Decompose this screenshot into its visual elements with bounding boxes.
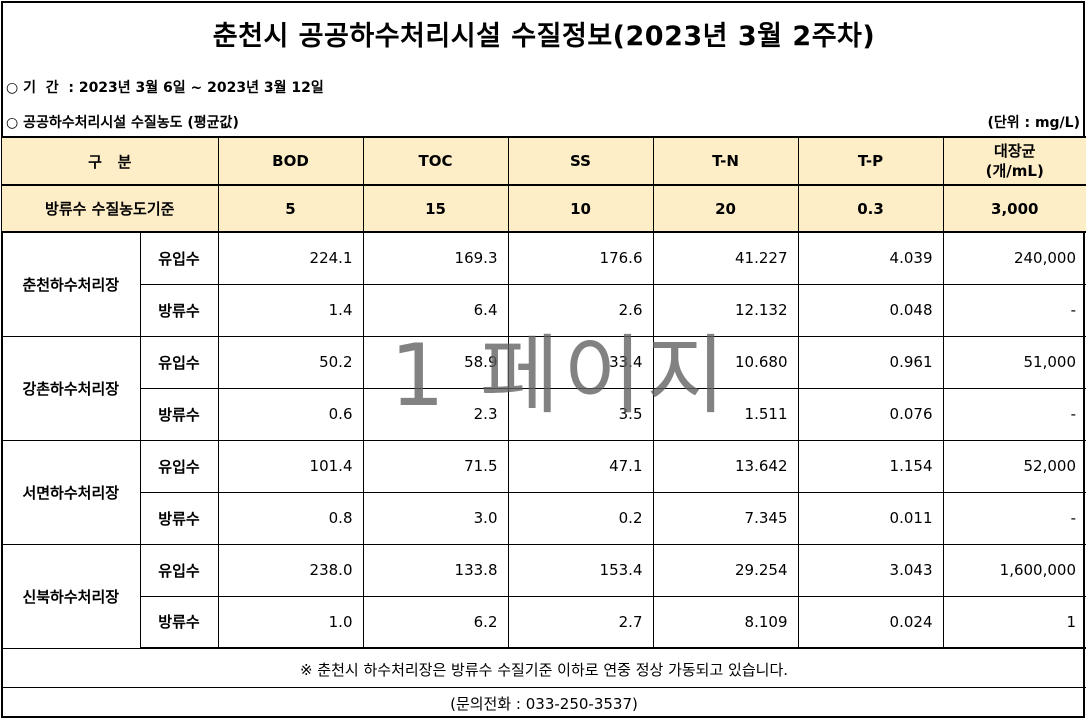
value-tn: 29.254 (652, 543, 799, 597)
value-bod: 1.0 (217, 595, 364, 649)
header-division: 구 분 (2, 136, 219, 186)
standard-tn: 20 (652, 184, 799, 233)
value-tn: 13.642 (652, 439, 799, 493)
standard-tp: 0.3 (797, 184, 944, 233)
value-ss: 153.4 (507, 543, 654, 597)
water-kind: 유입수 (139, 439, 219, 493)
section-line: ○ 공공하수처리시설 수질농도 (평균값) (6, 112, 239, 132)
period-bullet: ○ (6, 80, 19, 96)
value-bod: 0.6 (217, 387, 364, 441)
value-coliform: - (942, 283, 1086, 337)
water-kind: 유입수 (139, 335, 219, 389)
standard-bod: 5 (217, 184, 364, 233)
value-tn: 10.680 (652, 335, 799, 389)
value-tp: 4.039 (797, 231, 944, 285)
table-row: 방류수 0.6 2.3 3.5 1.511 0.076- (2, 387, 1086, 441)
standard-label: 방류수 수질농도기준 (2, 184, 219, 233)
standard-row: 방류수 수질농도기준 5 15 10 20 0.3 3,000 (2, 184, 1086, 233)
table-row: 방류수 0.8 3.0 0.2 7.345 0.011- (2, 491, 1086, 545)
period-line: ○ 기 간 : 2023년 3월 6일 ~ 2023년 3월 12일 (6, 77, 324, 97)
value-toc: 58.9 (362, 335, 509, 389)
standard-toc: 15 (362, 184, 509, 233)
value-ss: 2.7 (507, 595, 654, 649)
document-title: 춘천시 공공하수처리시설 수질정보(2023년 3월 2주차) (212, 21, 876, 52)
table-row: 춘천하수처리장 유입수 224.1 169.3 176.6 41.227 4.039 240,… (2, 231, 1086, 337)
value-tn: 8.109 (652, 595, 799, 649)
value-coliform: 240,000 (942, 231, 1086, 285)
value-bod: 0.8 (217, 491, 364, 545)
water-kind: 방류수 (140, 595, 219, 649)
plant-name: 신북하수처리장 (2, 543, 141, 649)
section-bullet: ○ (6, 115, 19, 131)
standard-ss: 10 (507, 184, 654, 233)
header-toc: TOC (362, 136, 509, 186)
header-coliform-unit: (개/mL) (985, 162, 1044, 180)
value-bod: 238.0 (217, 543, 364, 597)
water-quality-table: 구 분 BOD TOC SS T-N T-P 대장균 (개/mL) 방류수 수질… (2, 136, 1086, 649)
value-coliform: - (942, 387, 1086, 441)
table-row: 방류수 1.4 6.4 2.6 12.132 0.048- (2, 283, 1086, 337)
value-toc: 133.8 (362, 543, 509, 597)
value-ss: 33.4 (507, 335, 654, 389)
water-kind: 유입수 (139, 231, 219, 285)
footer-divider (2, 687, 1086, 688)
contact-info: (문의전화 : 033-250-3537) (450, 695, 638, 713)
section-label: 공공하수처리시설 수질농도 (평균값) (23, 115, 239, 131)
water-kind: 유입수 (139, 543, 219, 597)
value-tp: 0.011 (797, 491, 944, 545)
value-tn: 7.345 (652, 491, 799, 545)
value-coliform: 52,000 (942, 439, 1086, 493)
water-kind: 방류수 (140, 491, 219, 545)
value-toc: 6.2 (362, 595, 509, 649)
value-tp: 0.048 (797, 283, 944, 337)
value-ss: 2.6 (507, 283, 654, 337)
value-tp: 0.024 (797, 595, 944, 649)
value-tp: 0.076 (797, 387, 944, 441)
table-row: 강촌하수처리장 유입수 50.2 58.9 33.4 10.680 0.961 51,000 (2, 335, 1086, 441)
value-toc: 169.3 (362, 231, 509, 285)
value-coliform: 51,000 (942, 335, 1086, 389)
header-row: 구 분 BOD TOC SS T-N T-P 대장균 (개/mL) (2, 136, 1086, 186)
table-row: 신북하수처리장 유입수 238.0 133.8 153.4 29.254 3.043 1,60… (2, 543, 1086, 649)
value-ss: 0.2 (507, 491, 654, 545)
value-ss: 47.1 (507, 439, 654, 493)
value-bod: 1.4 (217, 283, 364, 337)
period-value: 2023년 3월 6일 ~ 2023년 3월 12일 (78, 80, 324, 96)
value-toc: 6.4 (362, 283, 509, 337)
value-bod: 50.2 (217, 335, 364, 389)
footnote: ※ 춘천시 하수처리장은 방류수 수질기준 이하로 연중 정상 가동되고 있습니… (299, 661, 789, 679)
value-toc: 2.3 (362, 387, 509, 441)
value-tp: 3.043 (797, 543, 944, 597)
value-coliform: - (942, 491, 1086, 545)
value-ss: 176.6 (507, 231, 654, 285)
value-toc: 3.0 (362, 491, 509, 545)
table-row: 서면하수처리장 유입수 101.4 71.5 47.1 13.642 1.154 52,000 (2, 439, 1086, 545)
value-tn: 1.511 (652, 387, 799, 441)
plant-name: 강촌하수처리장 (2, 335, 141, 441)
value-toc: 71.5 (362, 439, 509, 493)
value-tn: 12.132 (652, 283, 799, 337)
value-coliform: 1 (942, 595, 1086, 649)
plant-name: 춘천하수처리장 (2, 231, 141, 337)
header-bod: BOD (217, 136, 364, 186)
header-tp: T-P (797, 136, 944, 186)
value-coliform: 1,600,000 (942, 543, 1086, 597)
header-tn: T-N (652, 136, 799, 186)
plant-name: 서면하수처리장 (2, 439, 141, 545)
value-bod: 224.1 (217, 231, 364, 285)
unit-label: (단위 : mg/L) (987, 115, 1080, 131)
header-coliform: 대장균 (개/mL) (942, 136, 1086, 186)
value-tp: 1.154 (797, 439, 944, 493)
value-bod: 101.4 (217, 439, 364, 493)
header-ss: SS (507, 136, 654, 186)
value-tn: 41.227 (652, 231, 799, 285)
value-ss: 3.5 (507, 387, 654, 441)
standard-coliform: 3,000 (942, 184, 1086, 233)
water-kind: 방류수 (140, 387, 219, 441)
header-coliform-name: 대장균 (994, 142, 1036, 160)
value-tp: 0.961 (797, 335, 944, 389)
period-label: 기 간 : (23, 80, 74, 96)
table-row: 방류수 1.0 6.2 2.7 8.109 0.024 1 (2, 595, 1086, 649)
water-kind: 방류수 (140, 283, 219, 337)
